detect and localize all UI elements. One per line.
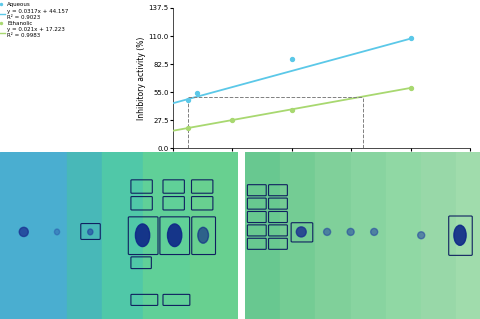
Point: [184, 98, 192, 103]
Ellipse shape: [19, 227, 28, 236]
Y-axis label: Inhibitory activity (%): Inhibitory activity (%): [137, 36, 145, 120]
Ellipse shape: [347, 228, 354, 235]
Ellipse shape: [54, 229, 60, 235]
Ellipse shape: [198, 227, 208, 243]
Ellipse shape: [454, 225, 466, 245]
Bar: [33, 152, 67, 319]
Bar: [0, 152, 33, 319]
Bar: [315, 152, 350, 319]
Legend: Aqueous, y = 0.0317x + 44.157
R² = 0.9023, Ethanolic, y = 0.021x + 17.223
R² = 0: Aqueous, y = 0.0317x + 44.157 R² = 0.902…: [0, 2, 68, 38]
X-axis label: Concentration (ppm): Concentration (ppm): [282, 160, 361, 169]
Bar: [102, 152, 143, 319]
Ellipse shape: [88, 229, 93, 235]
Bar: [67, 152, 102, 319]
Point: [288, 56, 296, 61]
Ellipse shape: [371, 228, 378, 235]
Point: [184, 125, 192, 130]
Bar: [386, 152, 421, 319]
Point: [228, 117, 236, 122]
Ellipse shape: [168, 224, 182, 247]
Bar: [190, 152, 238, 319]
Bar: [421, 152, 456, 319]
Point: [193, 91, 201, 96]
Bar: [143, 152, 190, 319]
Bar: [280, 152, 315, 319]
Point: [407, 35, 415, 41]
Ellipse shape: [296, 227, 306, 237]
Bar: [245, 152, 280, 319]
Bar: [456, 152, 480, 319]
Point: [407, 85, 415, 91]
Ellipse shape: [324, 228, 331, 235]
Ellipse shape: [135, 224, 150, 247]
Point: [288, 107, 296, 112]
Bar: [350, 152, 386, 319]
Ellipse shape: [418, 232, 425, 239]
